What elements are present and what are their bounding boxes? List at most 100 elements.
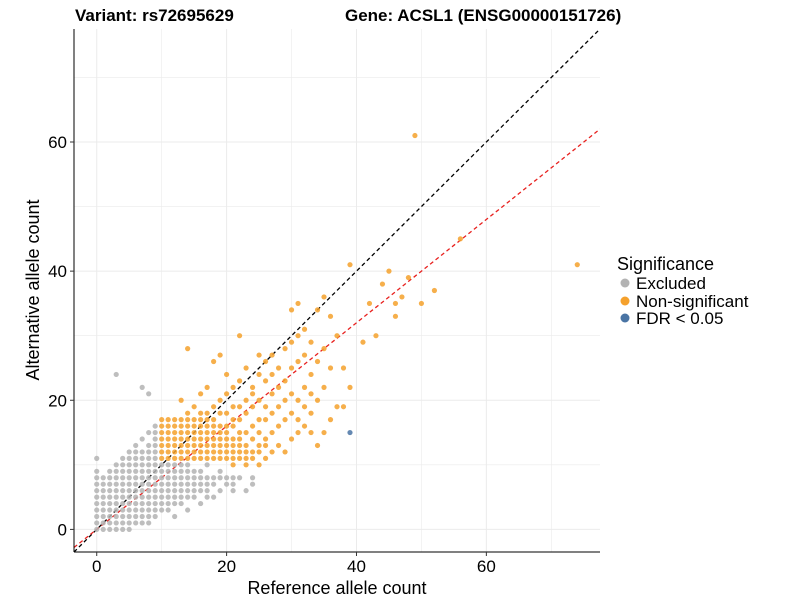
point-excluded <box>113 371 119 378</box>
point-excluded <box>172 475 178 481</box>
point-non-significant <box>159 449 165 455</box>
point-non-significant <box>321 346 327 352</box>
point-excluded <box>152 423 158 429</box>
point-excluded <box>146 442 152 449</box>
point-excluded <box>159 462 165 468</box>
point-non-significant <box>165 423 171 429</box>
point-excluded <box>139 462 145 468</box>
point-non-significant <box>211 449 217 455</box>
point-excluded <box>107 488 113 494</box>
point-non-significant <box>256 449 262 455</box>
point-excluded <box>152 468 158 474</box>
point-non-significant <box>230 423 236 429</box>
point-non-significant <box>185 410 191 416</box>
point-excluded <box>152 475 158 481</box>
point-non-significant <box>262 455 269 461</box>
point-non-significant <box>230 384 236 390</box>
point-excluded <box>211 481 217 487</box>
point-excluded <box>185 481 191 487</box>
point-excluded <box>100 475 106 481</box>
point-excluded <box>120 462 126 468</box>
point-non-significant <box>191 417 197 423</box>
point-non-significant <box>217 397 223 403</box>
point-non-significant <box>275 423 282 429</box>
point-excluded <box>152 442 158 449</box>
point-excluded <box>146 513 152 520</box>
point-excluded <box>152 507 158 513</box>
point-excluded <box>172 468 178 474</box>
point-excluded <box>100 481 106 487</box>
point-excluded <box>146 449 152 455</box>
point-non-significant <box>347 384 353 390</box>
x-tick-label: 0 <box>92 557 101 576</box>
point-non-significant <box>262 378 269 384</box>
point-non-significant <box>172 449 178 455</box>
point-non-significant <box>256 462 262 468</box>
point-excluded <box>126 507 132 513</box>
point-excluded <box>107 475 113 481</box>
point-non-significant <box>159 417 165 423</box>
legend-item-excluded: Excluded <box>620 274 706 293</box>
point-excluded <box>146 494 152 500</box>
point-excluded <box>133 468 139 474</box>
point-excluded <box>126 468 132 474</box>
x-axis-label: Reference allele count <box>247 578 426 598</box>
point-excluded <box>185 507 191 513</box>
point-excluded <box>185 462 191 468</box>
point-excluded <box>224 481 230 487</box>
point-excluded <box>120 513 126 520</box>
point-excluded <box>152 449 158 455</box>
legend-label-non-significant: Non-significant <box>636 292 749 311</box>
point-excluded <box>191 481 197 487</box>
point-non-significant <box>165 455 171 461</box>
point-excluded <box>198 488 204 494</box>
point-excluded <box>159 507 165 513</box>
point-excluded <box>126 520 132 526</box>
point-non-significant <box>295 417 301 423</box>
point-non-significant <box>165 442 171 449</box>
point-non-significant <box>217 410 223 416</box>
point-excluded <box>152 481 158 487</box>
point-excluded <box>113 500 119 507</box>
chart-title-variant: Variant: rs72695629 <box>75 6 234 25</box>
point-non-significant <box>191 404 197 410</box>
point-excluded <box>217 475 223 481</box>
point-non-significant <box>288 436 295 442</box>
point-non-significant <box>275 404 282 410</box>
legend-label-fdr: FDR < 0.05 <box>636 309 723 328</box>
point-non-significant <box>392 313 399 319</box>
point-non-significant <box>198 417 204 423</box>
point-non-significant <box>178 397 184 403</box>
point-non-significant <box>224 455 230 461</box>
point-non-significant <box>249 384 256 390</box>
point-excluded <box>191 475 197 481</box>
point-non-significant <box>243 462 249 468</box>
point-non-significant <box>230 442 236 449</box>
point-non-significant <box>418 300 425 307</box>
point-non-significant <box>321 294 327 300</box>
point-non-significant <box>256 371 262 378</box>
point-non-significant <box>185 423 191 429</box>
point-non-significant <box>295 300 301 307</box>
chart-title-gene: Gene: ACSL1 (ENSG00000151726) <box>345 6 621 25</box>
point-non-significant <box>321 429 327 436</box>
point-excluded <box>120 494 126 500</box>
point-non-significant <box>217 455 223 461</box>
point-excluded <box>133 494 139 500</box>
point-non-significant <box>211 429 217 436</box>
point-excluded <box>107 520 113 526</box>
point-excluded <box>165 481 171 487</box>
point-excluded <box>185 494 191 500</box>
point-excluded <box>204 462 210 468</box>
point-excluded <box>159 500 165 507</box>
point-excluded <box>159 468 165 474</box>
point-excluded <box>204 481 210 487</box>
point-non-significant <box>172 429 178 436</box>
point-excluded <box>120 455 126 461</box>
point-excluded <box>113 475 119 481</box>
point-non-significant <box>204 423 210 429</box>
y-tick-label: 40 <box>48 262 67 281</box>
point-non-significant <box>256 397 262 403</box>
point-non-significant <box>178 436 184 442</box>
point-excluded <box>217 468 223 474</box>
